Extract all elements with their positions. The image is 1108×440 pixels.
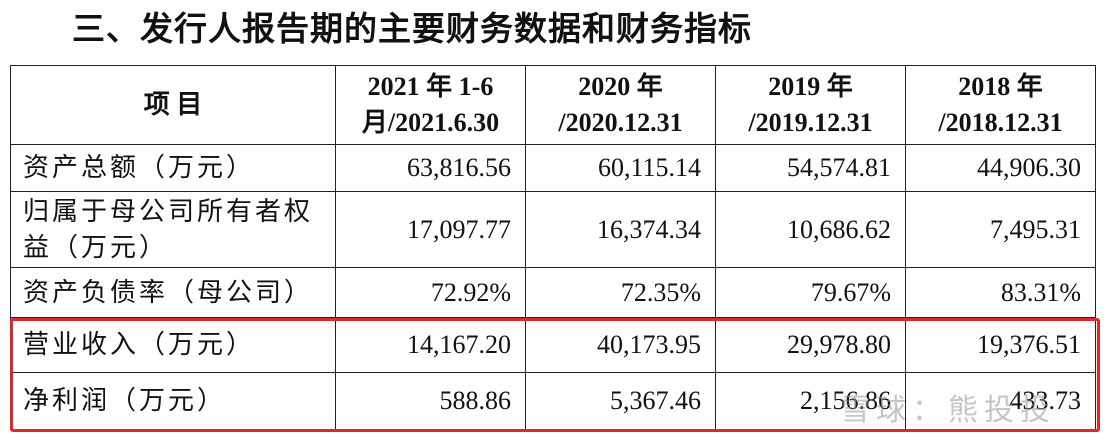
value-cell: 40,173.95 — [525, 317, 716, 373]
value-cell: 14,167.20 — [335, 317, 526, 373]
table-row: 营业收入（万元） 14,167.20 40,173.95 29,978.80 19,37… — [10, 317, 1096, 373]
cell-line: 归属于母公司所有者权 — [23, 196, 314, 226]
value-cell: 44,906.30 — [905, 144, 1096, 192]
cell-line: /2019.12.31 — [748, 108, 873, 137]
cell-line: 项 目 — [143, 90, 203, 119]
row-label: 资产负债率（母公司） — [10, 267, 336, 318]
header-row: 项 目 2021 年 1-6 月/2021.6.30 2020 年/2020.12.3… — [10, 65, 1096, 145]
financial-table: 项 目 2021 年 1-6 月/2021.6.30 2020 年/2020.12.3… — [10, 65, 1096, 430]
value-cell: 72.35% — [525, 267, 716, 318]
value-cell: 7,495.31 — [905, 191, 1096, 268]
row-label: 归属于母公司所有者权 益（万元） — [10, 191, 336, 268]
value-cell: 17,097.77 — [335, 191, 526, 268]
watermark: 雪球：熊投投 — [840, 393, 1056, 428]
value-cell: 83.31% — [905, 267, 1096, 318]
title: 三、发行人报告期的主要财务数据和财务指标 — [72, 9, 752, 48]
value-cell: 63,816.56 — [335, 144, 526, 192]
row-label: 净利润（万元） — [10, 372, 336, 430]
cell-line: 月/2021.6.30 — [361, 108, 500, 137]
value-cell: 72.92% — [335, 267, 526, 318]
cell-line: 益（万元） — [23, 232, 169, 262]
cell-line: /2018.12.31 — [938, 108, 1063, 137]
cell-line: 净利润（万元） — [23, 386, 227, 415]
table-row: 归属于母公司所有者权 益（万元） 17,097.77 16,374.34 10,686.… — [10, 191, 1096, 268]
column-header: 2018 年/2018.12.31 — [905, 65, 1096, 145]
value-cell: 10,686.62 — [715, 191, 906, 268]
column-header: 2021 年 1-6 月/2021.6.30 — [335, 65, 526, 145]
cell-line: /2020.12.31 — [558, 108, 683, 137]
cell-line: 资产总额（万元） — [23, 153, 256, 182]
column-header: 2019 年/2019.12.31 — [715, 65, 906, 145]
row-label: 营业收入（万元） — [10, 317, 336, 373]
value-cell: 16,374.34 — [525, 191, 716, 268]
table-row: 资产负债率（母公司） 72.92% 72.35% 79.67% 83.31% — [10, 267, 1096, 318]
value-cell: 588.86 — [335, 372, 526, 430]
value-cell: 5,367.46 — [525, 372, 716, 430]
value-cell: 60,115.14 — [525, 144, 716, 192]
cell-line: 2018 年 — [958, 72, 1043, 101]
value-cell: 54,574.81 — [715, 144, 906, 192]
cell-line: 2020 年 — [578, 72, 663, 101]
column-header: 2020 年/2020.12.31 — [525, 65, 716, 145]
value-cell: 19,376.51 — [905, 317, 1096, 373]
row-label: 资产总额（万元） — [10, 144, 336, 192]
cell-line: 资产负债率（母公司） — [23, 277, 314, 307]
table-row: 资产总额（万元） 63,816.56 60,115.14 54,574.81 44,90… — [10, 144, 1096, 192]
column-header: 项 目 — [10, 65, 336, 145]
cell-line: 营业收入（万元） — [23, 330, 256, 359]
cell-line: 2021 年 1-6 — [367, 72, 494, 101]
value-cell: 29,978.80 — [715, 317, 906, 373]
cell-line: 2019 年 — [768, 72, 853, 101]
value-cell: 79.67% — [715, 267, 906, 318]
